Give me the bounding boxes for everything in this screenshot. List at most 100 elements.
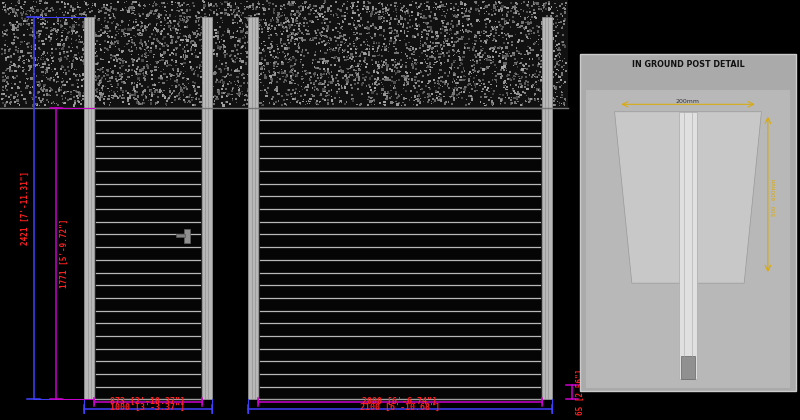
Point [433,314,446,320]
Point [86,405,99,412]
Point [296,378,309,384]
Point [430,320,442,327]
Point [127,382,140,389]
Point [296,343,309,350]
Point [217,305,230,312]
Point [374,391,386,398]
Point [351,322,364,328]
Point [378,371,391,378]
Point [248,395,261,402]
Point [522,308,535,315]
Point [387,308,400,315]
Point [66,380,78,386]
Point [379,306,392,312]
Point [44,376,57,383]
Point [379,319,392,326]
Point [551,394,564,401]
Point [55,341,68,348]
Point [522,386,535,393]
Point [75,368,88,375]
Point [539,365,552,371]
Point [414,312,427,319]
Point [444,365,457,372]
Point [389,323,402,329]
Point [470,353,482,360]
Point [400,344,413,350]
Point [150,307,162,314]
Point [44,402,57,409]
Point [302,376,315,383]
Point [419,349,432,355]
Text: IN GROUND POST DETAIL: IN GROUND POST DETAIL [632,60,744,68]
Point [206,313,219,320]
Point [284,406,297,413]
Point [62,378,74,384]
Point [422,344,435,351]
Point [212,319,225,326]
Point [384,325,397,332]
Point [399,357,412,363]
Point [440,407,453,413]
Point [74,314,86,321]
Point [483,354,496,360]
Point [0,404,11,410]
Point [342,342,355,349]
Point [232,330,245,336]
Point [462,394,475,401]
Point [190,373,202,380]
Point [445,346,458,353]
Point [328,352,341,359]
Point [216,391,229,397]
Point [333,308,346,315]
Point [326,310,338,317]
Point [501,357,514,363]
Point [474,402,487,409]
Point [278,361,291,368]
Point [254,390,267,397]
Point [0,311,8,318]
Point [108,345,121,352]
Point [168,389,181,396]
Point [21,390,34,397]
Point [126,397,139,404]
Point [40,383,53,389]
Point [339,368,352,375]
Point [366,386,379,393]
Point [546,352,558,359]
Point [546,309,558,315]
Point [197,393,210,399]
Point [449,323,462,329]
Point [354,354,366,361]
Point [255,338,268,344]
Point [470,323,482,330]
Point [212,317,225,324]
Point [258,369,270,376]
Point [394,344,407,351]
Point [301,387,314,394]
Point [545,307,558,314]
Point [93,334,106,341]
Point [264,358,277,365]
Point [118,364,130,370]
Point [554,313,567,320]
Point [558,391,571,398]
Point [406,346,418,353]
Point [34,409,47,416]
Point [479,368,492,374]
Point [153,396,166,403]
Point [233,322,246,329]
Point [454,408,467,415]
Point [80,392,93,399]
Point [308,344,321,350]
Point [278,402,291,409]
Point [294,351,307,358]
Point [549,318,562,325]
Point [60,371,73,378]
Point [101,402,114,409]
Point [454,333,467,340]
Point [258,360,270,366]
Point [238,375,250,382]
Point [230,339,243,346]
Point [278,396,291,402]
Point [317,312,330,318]
